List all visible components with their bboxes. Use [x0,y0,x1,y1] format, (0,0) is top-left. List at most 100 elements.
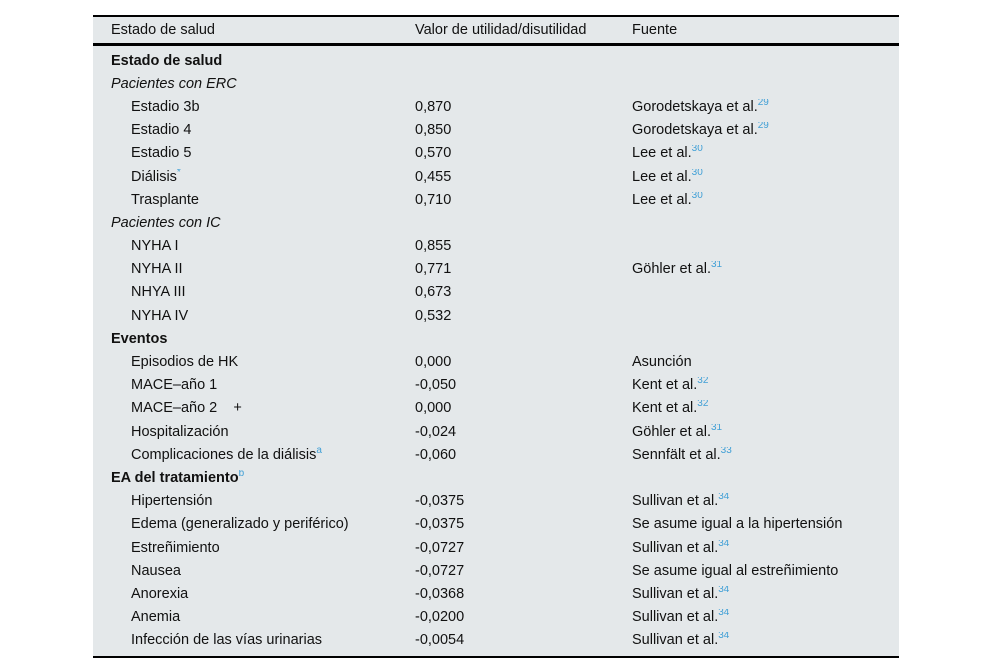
utility-value-cell: 0,855 [415,238,452,255]
source-text: Lee et al. [632,145,692,162]
footnote-marker-link[interactable]: * [176,168,181,178]
health-state-cell: Diálisis* [93,169,415,185]
source-cell: Lee et al.30 [632,169,899,185]
health-state-cell: Edema (generalizado y periférico) [93,516,415,532]
reference-citation-link[interactable]: 33 [720,446,732,456]
reference-citation-link[interactable]: 34 [718,585,730,596]
health-state-label: MACE–año 2 + [131,400,242,417]
health-state-cell: Pacientes con ERC [93,76,415,92]
source-cell: Sennfält et al.33 [632,447,899,463]
reference-citation-link[interactable]: 32 [697,400,709,410]
reference-citation-link[interactable]: 30 [691,168,703,178]
source-cell: Kent et al.32 [632,377,899,393]
table-row: Edema (generalizado y periférico) -0,0375… [93,513,899,536]
table-row: NYHA II 0,771 Göhler et al.31 [93,258,899,281]
table-row: Infección de las vías urinarias -0,0054 Su… [93,629,899,652]
utility-value-cell: -0,0375 [415,493,465,510]
health-state-label: Diálisis [131,168,177,185]
reference-citation-link[interactable]: 34 [718,609,730,619]
source-text: Sennfält et al. [632,446,721,463]
table-row: Trasplante 0,710 Lee et al.30 [93,188,899,211]
table-body: Estado de salud Pacientes con ERC Estadio … [93,46,899,658]
reference-citation-link[interactable]: 34 [718,493,730,503]
utility-value-cell: 0,850 [415,122,452,139]
reference-citation-link[interactable]: 32 [697,377,709,387]
health-state-cell: Hospitalización [93,424,415,440]
health-state-cell: Estreñimiento [93,540,415,556]
reference-citation-link[interactable]: 34 [718,539,730,549]
health-state-cell: Estado de salud [93,53,415,69]
health-state-label: MACE–año 1 [131,377,218,394]
health-state-cell: Eventos [93,331,415,347]
health-state-cell: Complicaciones de la diálisisa [93,447,415,463]
health-state-label: Anorexia [131,585,189,602]
source-text: Lee et al. [632,191,692,208]
utility-value-cell: 0,570 [415,145,452,162]
reference-citation-link[interactable]: 31 [711,423,723,433]
health-state-cell: Hipertensión [93,493,415,509]
health-state-label: Estadio 5 [131,145,192,162]
health-state-cell: EA del tratamientob [93,470,415,486]
source-text: Kent et al. [632,377,698,394]
health-state-label: Estreñimiento [131,539,220,556]
source-cell: Sullivan et al.34 [632,632,899,648]
source-text: Sullivan et al. [632,609,719,626]
utility-values-table: Estado de salud Valor de utilidad/disuti… [93,15,899,658]
health-state-cell: NYHA II [93,261,415,277]
source-cell: Sullivan et al.34 [632,540,899,556]
source-cell: Göhler et al.31 [632,424,899,440]
source-text: Gorodetskaya et al. [632,122,758,139]
health-state-cell: Estadio 3b [93,99,415,115]
table-row: Pacientes con ERC [93,72,899,95]
table-row: Hipertensión -0,0375 Sullivan et al.34 [93,490,899,513]
table-row: Estado de salud [93,49,899,72]
health-state-label: NYHA IV [131,307,189,324]
source-cell: Gorodetskaya et al.29 [632,99,899,115]
utility-value-cell: 0,673 [415,284,452,301]
health-state-cell: Pacientes con IC [93,215,415,231]
table-row: NYHA I 0,855 [93,235,899,258]
utility-value-cell: -0,0368 [415,585,465,602]
source-text: Kent et al. [632,400,698,417]
health-state-label: NHYA III [131,284,186,301]
health-state-cell: MACE–año 1 [93,377,415,393]
table-row: Eventos [93,327,899,350]
reference-citation-link[interactable]: 31 [711,261,723,271]
source-cell: Sullivan et al.34 [632,493,899,509]
utility-value-cell: -0,060 [415,446,457,463]
health-state-cell: NYHA I [93,238,415,254]
table-row: MACE–año 1 -0,050 Kent et al.32 [93,374,899,397]
reference-citation-link[interactable]: 29 [757,122,769,132]
table-row: NHYA III 0,673 [93,281,899,304]
source-cell: Göhler et al.31 [632,261,899,277]
health-state-label: Estadio 3b [131,98,200,115]
health-state-cell: Nausea [93,563,415,579]
source-text: Sullivan et al. [632,632,719,649]
footnote-marker-link[interactable]: a [316,446,322,456]
health-state-label: Nausea [131,562,181,579]
reference-citation-link[interactable]: 30 [691,145,703,155]
health-state-cell: Infección de las vías urinarias [93,632,415,648]
health-state-cell: Anemia [93,609,415,625]
health-state-cell: MACE–año 2 + [93,400,415,416]
health-state-label: Estadio 4 [131,122,192,139]
health-state-label: Anemia [131,609,181,626]
table-row: Estadio 3b 0,870 Gorodetskaya et al.29 [93,95,899,118]
source-cell: Sullivan et al.34 [632,586,899,602]
utility-value-cell: 0,455 [415,168,452,185]
utility-value-cell: 0,870 [415,98,452,115]
footnote-marker-link[interactable]: b [238,469,245,480]
health-state-label: Estado de salud [111,52,223,69]
table-row: Episodios de HK 0,000 Asunción [93,350,899,373]
reference-citation-link[interactable]: 29 [757,98,769,109]
table-row: Estreñimiento -0,0727 Sullivan et al.34 [93,536,899,559]
table-row: MACE–año 2 + 0,000 Kent et al.32 [93,397,899,420]
source-text: Sullivan et al. [632,585,719,602]
source-cell: Lee et al.30 [632,192,899,208]
health-state-label: Complicaciones de la diálisis [131,446,317,463]
reference-citation-link[interactable]: 30 [691,191,703,201]
reference-citation-link[interactable]: 34 [718,632,730,642]
table-header-row: Estado de salud Valor de utilidad/disuti… [93,15,899,46]
health-state-label: NYHA I [131,238,179,255]
